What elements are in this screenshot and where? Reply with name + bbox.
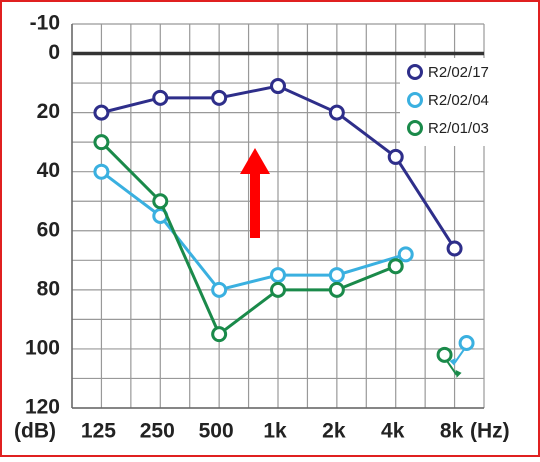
x-tick-label: 250 — [140, 420, 175, 443]
y-tick-label: 0 — [48, 41, 60, 64]
no-response-arrow — [453, 349, 465, 364]
legend-marker — [407, 92, 423, 108]
y-axis-label: (dB) — [14, 420, 56, 443]
data-point — [270, 78, 286, 95]
improvement-arrow — [240, 148, 270, 238]
y-tick-label: 100 — [25, 336, 60, 359]
data-point — [387, 258, 404, 275]
no-response-arrow — [446, 361, 458, 376]
x-tick-label: 125 — [81, 420, 116, 443]
x-tick-label: 4k — [381, 420, 405, 443]
data-point — [93, 163, 110, 180]
data-point — [328, 267, 345, 284]
legend-label: R2/02/17 — [428, 64, 489, 81]
data-point — [387, 148, 404, 165]
data-point — [93, 134, 110, 151]
data-point — [211, 326, 228, 343]
data-point — [397, 246, 414, 263]
x-axis-label: (Hz) — [470, 420, 510, 443]
x-tick-label: 1k — [263, 420, 287, 443]
legend-label: R2/02/04 — [428, 92, 489, 109]
x-tick-label: 8k — [440, 420, 464, 443]
data-point — [152, 89, 169, 106]
series-lines — [93, 78, 475, 378]
series-line — [100, 141, 397, 337]
y-tick-label: 120 — [25, 396, 60, 419]
x-tick-label: 500 — [199, 420, 234, 443]
no-response-point — [458, 335, 475, 352]
legend-marker — [407, 64, 423, 80]
data-point — [270, 281, 286, 298]
data-point — [446, 240, 463, 257]
series-line — [100, 170, 407, 292]
y-tick-label: 80 — [37, 277, 60, 300]
data-point — [270, 267, 286, 284]
legend-label: R2/01/03 — [428, 120, 489, 137]
data-point — [328, 281, 345, 298]
data-point — [328, 104, 345, 121]
data-point — [211, 281, 228, 298]
x-tick-label: 2k — [322, 420, 346, 443]
legend: R2/02/17 R2/02/04 R2/01/03 — [400, 58, 528, 146]
data-point — [211, 89, 228, 106]
y-tick-label: 20 — [37, 100, 60, 123]
y-tick-label: -10 — [30, 12, 60, 35]
no-response-arrowhead — [449, 358, 456, 367]
no-response-point — [436, 346, 453, 363]
y-tick-label: 40 — [37, 159, 60, 182]
no-response-arrowhead — [455, 369, 462, 378]
data-point — [93, 104, 110, 121]
y-tick-label: 60 — [37, 218, 60, 241]
data-point — [152, 193, 169, 210]
legend-marker — [407, 120, 423, 136]
